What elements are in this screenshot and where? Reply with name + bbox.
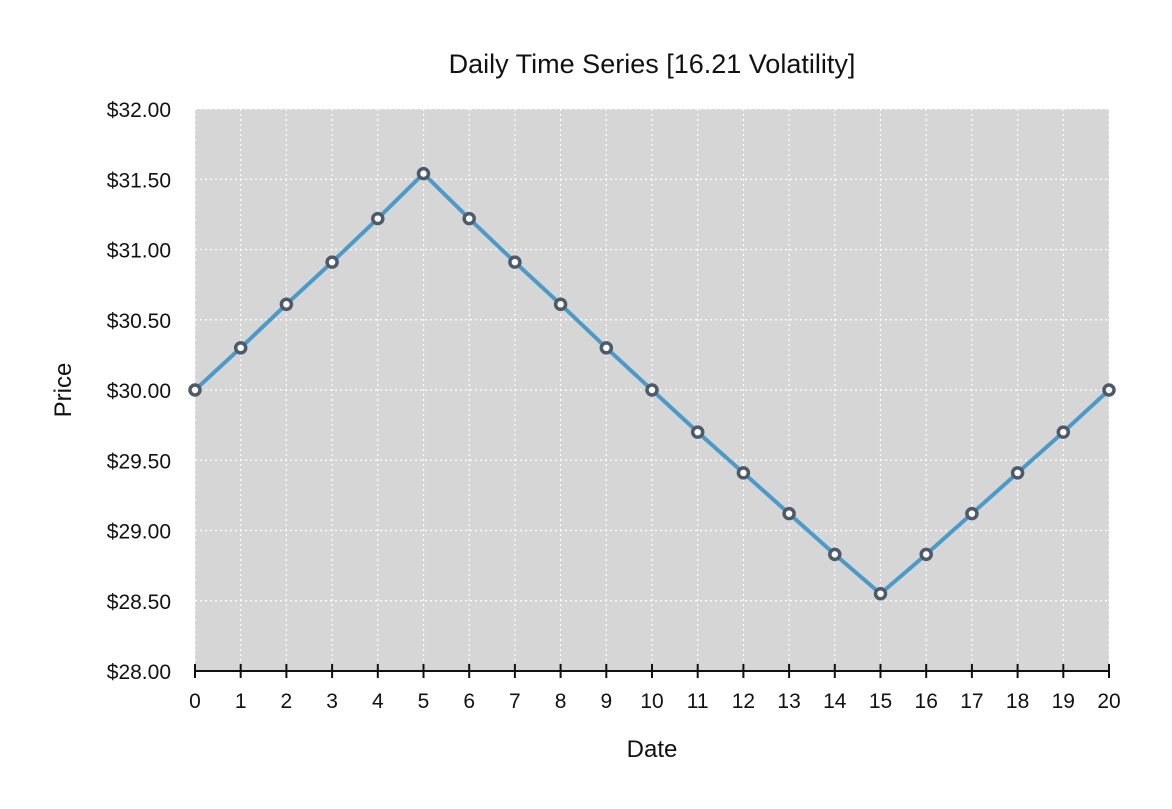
y-tick-label: $28.00 [107, 661, 171, 684]
x-tick-label: 12 [732, 690, 755, 713]
x-tick-label: 18 [1006, 690, 1029, 713]
data-point [965, 506, 979, 521]
data-point [1102, 383, 1116, 397]
data-point [690, 425, 705, 439]
data-point [919, 547, 933, 562]
x-tick-label: 3 [326, 690, 338, 713]
data-point [1056, 425, 1071, 439]
y-tick-label: $32.00 [107, 99, 171, 122]
data-point [325, 255, 339, 269]
x-tick-label: 10 [640, 690, 663, 713]
x-tick-label: 1 [235, 690, 247, 713]
x-tick-label: 15 [869, 690, 892, 713]
y-tick-label: $31.50 [107, 169, 171, 192]
data-point [599, 341, 614, 355]
data-point [736, 466, 751, 480]
x-tick-label: 6 [463, 690, 475, 713]
x-tick-label: 7 [509, 690, 521, 713]
x-tick-label: 19 [1052, 690, 1075, 713]
y-axis-title: Price [50, 363, 77, 418]
data-point [553, 297, 568, 312]
y-tick-label: $29.50 [107, 450, 171, 473]
x-tick-label: 0 [189, 690, 201, 713]
data-point [782, 506, 796, 521]
x-axis-title: Date [627, 736, 678, 763]
data-point [828, 547, 842, 562]
data-point [233, 341, 248, 355]
data-point [188, 383, 202, 397]
data-point [873, 586, 888, 601]
data-point [279, 297, 294, 312]
x-tick-label: 8 [555, 690, 567, 713]
x-tick-label: 13 [777, 690, 800, 713]
y-tick-label: $29.00 [107, 521, 171, 544]
y-tick-label: $31.00 [107, 240, 171, 263]
x-tick-label: 5 [418, 690, 430, 713]
x-tick-label: 11 [687, 690, 709, 713]
x-tick-label: 20 [1097, 690, 1120, 713]
y-tick-label: $28.50 [107, 591, 171, 614]
data-point [508, 255, 522, 269]
y-tick-label: $30.50 [107, 310, 171, 333]
x-tick-label: 14 [823, 690, 847, 713]
data-point [462, 211, 476, 226]
x-tick-label: 2 [281, 690, 293, 713]
y-tick-label: $30.00 [107, 380, 171, 403]
x-tick-label: 4 [372, 690, 384, 713]
x-tick-label: 9 [600, 690, 612, 713]
data-point [1010, 466, 1025, 480]
x-tick-label: 16 [915, 690, 938, 713]
x-tick-label: 17 [960, 690, 983, 713]
plot-area: 0 1 2 3 4 5 6 7 8 9 10 11 12 13 14 15 16 17 18 19 20$28.00$2… [107, 99, 1121, 713]
data-point [371, 211, 385, 226]
data-point [645, 383, 659, 397]
data-point [416, 166, 431, 181]
chart-title: Daily Time Series [16.21 Volatility] [449, 49, 856, 79]
